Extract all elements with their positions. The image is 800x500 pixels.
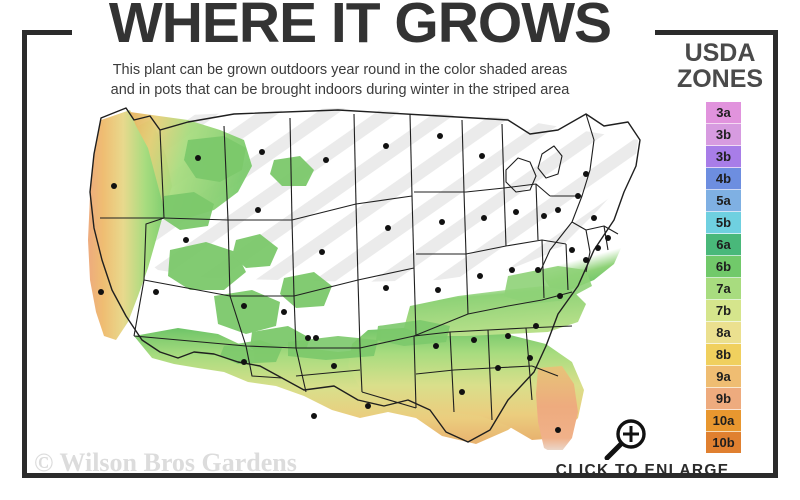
zone-swatch-3a-0: 3a (706, 102, 741, 124)
frame-right-segment (773, 30, 778, 478)
usda-zones-title-line-2: ZONES (676, 65, 764, 93)
zone-swatch-10b-15: 10b (706, 432, 741, 453)
subtitle-line-1: This plant can be grown outdoors year ro… (112, 62, 568, 78)
subtitle: This plant can be grown outdoors year ro… (50, 60, 630, 100)
zone-swatch-3b-1: 3b (706, 124, 741, 146)
zone-swatch-6a-6: 6a (706, 234, 741, 256)
zone-swatch-7a-8: 7a (706, 278, 741, 300)
usda-zones-title: USDA ZONES (664, 40, 776, 92)
zone-swatch-5a-4: 5a (706, 190, 741, 212)
frame-top-left-segment (22, 30, 72, 35)
magnifier-plus-icon[interactable] (603, 418, 649, 461)
watermark: © Wilson Bros Gardens (34, 448, 297, 477)
click-to-enlarge-control[interactable]: CLICK TO ENLARGE (545, 418, 740, 479)
usda-zones-legend: USDA ZONES 3a 3b 3b 4b 5a 5b 6a 6b 7a 7b 8a 8b 9a 9b 1… (664, 40, 776, 460)
zone-swatch-9b-13: 9b (706, 388, 741, 410)
zone-swatch-7b-9: 7b (706, 300, 741, 322)
click-to-enlarge-label[interactable]: CLICK TO ENLARGE (555, 462, 730, 479)
usda-hardiness-map[interactable] (38, 100, 658, 450)
zone-swatch-8a-10: 8a (706, 322, 741, 344)
zone-swatch-4b-3: 4b (706, 168, 741, 190)
subtitle-line-2: and in pots that can be brought indoors … (110, 82, 570, 98)
zone-swatch-9a-12: 9a (706, 366, 741, 388)
map-city-dots (98, 133, 611, 433)
zone-swatch-6b-7: 6b (706, 256, 741, 278)
zone-swatch-8b-11: 8b (706, 344, 741, 366)
zone-swatch-list: 3a 3b 3b 4b 5a 5b 6a 6b 7a 7b 8a 8b 9a 9b 10a 10b (706, 102, 741, 453)
page-title: WHERE IT GROWS (108, 0, 612, 55)
usda-zones-title-line-1: USDA (684, 39, 756, 67)
map-state-boundaries (89, 107, 641, 443)
frame-top-right-segment (655, 30, 778, 35)
frame-left-segment (22, 30, 27, 478)
zone-swatch-3b-2: 3b (706, 146, 741, 168)
frame-bottom-segment (22, 473, 778, 478)
zone-swatch-10a-14: 10a (706, 410, 741, 432)
zone-swatch-5b-5: 5b (706, 212, 741, 234)
